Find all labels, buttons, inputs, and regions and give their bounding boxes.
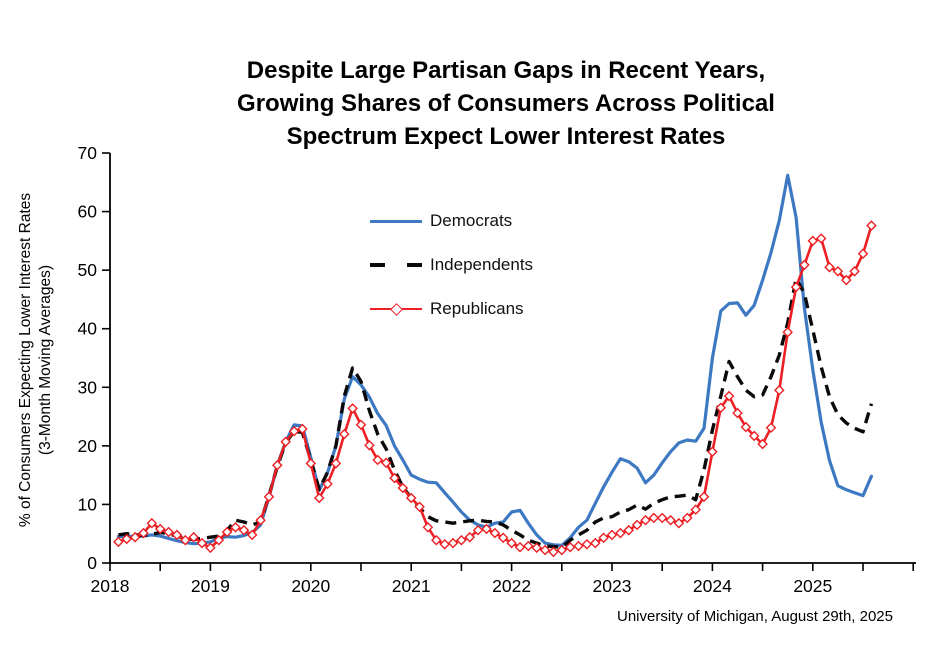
independents-line <box>118 276 874 549</box>
y-axis-label-line2: (3-Month Moving Averages) <box>37 264 54 456</box>
x-axis-tick-label: 2022 <box>492 576 531 596</box>
x-axis-tick-label: 2019 <box>191 576 230 596</box>
x-axis-tick-label: 2020 <box>291 576 330 596</box>
source-attribution: University of Michigan, August 29th, 202… <box>617 608 893 625</box>
chart-title-line1: Despite Large Partisan Gaps in Recent Ye… <box>246 57 766 84</box>
y-axis-tick-label: 10 <box>78 494 98 514</box>
chart-title: Despite Large Partisan Gaps in Recent Ye… <box>100 54 912 153</box>
democrats-line-swatch <box>370 215 422 227</box>
y-axis-tick-label: 20 <box>78 436 98 456</box>
legend-label-independents: Independents <box>430 255 534 274</box>
y-axis-tick-label: 30 <box>78 377 98 397</box>
legend-label-republicans: Republicans <box>430 299 524 318</box>
democrats-line <box>116 173 873 547</box>
republicans-diamond-markers <box>113 220 877 558</box>
x-axis-tick-label: 2025 <box>793 576 832 596</box>
y-axis-tick-label: 70 <box>78 143 98 163</box>
legend-label-democrats: Democrats <box>430 211 513 230</box>
chart-legend: Democrats Independents Republicans <box>370 208 533 340</box>
legend-entry-republicans: Republicans <box>370 296 533 322</box>
diamond-marker-icon <box>390 302 403 316</box>
chart-title-line3: Spectrum Expect Lower Interest Rates <box>286 123 726 150</box>
y-axis-tick-label: 40 <box>78 319 98 339</box>
x-axis-tick-label: 2024 <box>693 576 732 596</box>
y-axis-label-line1: % of Consumers Expecting Lower Interest … <box>17 192 34 528</box>
republicans-marker-swatch <box>370 302 422 316</box>
independents-dash-swatch <box>370 259 422 271</box>
y-axis-tick-label: 60 <box>78 202 98 222</box>
y-axis-label: % of Consumers Expecting Lower Interest … <box>16 140 60 580</box>
x-axis-tick-label: 2018 <box>91 576 130 596</box>
x-axis-tick-label: 2023 <box>593 576 632 596</box>
chart-title-line2: Growing Shares of Consumers Across Polit… <box>237 90 775 117</box>
legend-entry-independents: Independents <box>370 252 533 278</box>
y-axis-tick-label: 50 <box>78 260 98 280</box>
x-axis-tick-label: 2021 <box>392 576 431 596</box>
legend-entry-democrats: Democrats <box>370 208 533 234</box>
y-axis-tick-label: 0 <box>87 553 97 573</box>
